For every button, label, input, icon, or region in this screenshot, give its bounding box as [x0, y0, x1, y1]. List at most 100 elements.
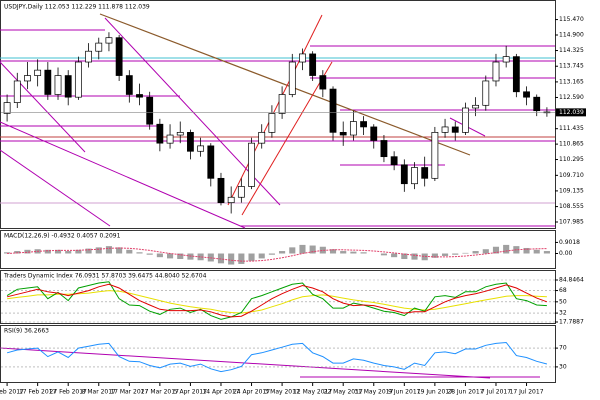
x-tick-label: 22 May 2017 — [324, 389, 363, 396]
macd-bar — [44, 249, 51, 254]
macd-bar — [492, 246, 500, 254]
macd-bar — [268, 253, 275, 255]
candle-body — [125, 75, 133, 95]
candle-body — [400, 164, 408, 185]
macd-bar — [442, 253, 449, 256]
macd-bar — [105, 246, 112, 254]
candle-body — [166, 134, 174, 144]
candle-body — [339, 131, 347, 136]
x-tick-label: 27 Mar 2017 — [141, 389, 179, 396]
candle-body — [451, 126, 459, 133]
price-tag — [556, 108, 586, 117]
signal-line — [7, 247, 547, 262]
y-tick-label: 107.985 — [559, 218, 584, 225]
indicator-line — [6, 283, 548, 318]
candle-body — [462, 107, 469, 133]
candle-body — [13, 80, 21, 103]
x-tick-label: 31 May 2017 — [354, 389, 393, 396]
candle-body — [95, 42, 103, 52]
macd-bar — [543, 251, 550, 254]
macd-bar — [54, 249, 62, 254]
rsi-panel — [0, 325, 556, 383]
trend-line — [0, 121, 246, 229]
main-panel — [0, 0, 556, 229]
macd-bar — [350, 251, 357, 254]
macd-bar — [340, 251, 347, 254]
drawings — [0, 13, 555, 379]
candle-body — [187, 131, 194, 152]
macd-bar — [24, 249, 31, 254]
channel-line — [241, 61, 333, 216]
candle-body — [258, 131, 266, 144]
macd-bar — [533, 249, 540, 254]
candle-body — [472, 104, 480, 109]
macd-bar — [289, 247, 296, 254]
candle-body — [156, 123, 164, 144]
macd-bar — [503, 244, 510, 254]
x-tick-label: 24 Apr 2017 — [233, 389, 270, 396]
x-tick-label: 3 May 2017 — [264, 389, 299, 396]
candle-body — [207, 145, 215, 179]
y-tick-label: 115.470 — [559, 16, 584, 23]
y-tick-label: 113.745 — [559, 63, 584, 70]
macd-bar — [329, 249, 337, 254]
macd-bar — [421, 253, 428, 261]
macd-bar — [462, 252, 469, 254]
indicator-line — [6, 281, 547, 320]
candle-body — [329, 88, 337, 133]
tdi-panel — [0, 270, 556, 324]
candle-body — [349, 121, 357, 136]
y-tick-label: 109.710 — [559, 172, 584, 179]
y-tick-label: 110.865 — [559, 141, 584, 148]
macd-bar — [75, 249, 82, 254]
x-tick-label: 14 Apr 2017 — [202, 389, 239, 396]
candle-body — [299, 53, 306, 63]
macd-bar — [299, 244, 306, 254]
candle-body — [44, 69, 52, 95]
candle-body — [512, 56, 520, 93]
candle-body — [237, 186, 245, 198]
y-tick-label: 50 — [559, 298, 567, 305]
trend-line — [0, 61, 86, 153]
macd-bar — [95, 247, 102, 254]
indicator-line — [7, 290, 547, 314]
macd-bar — [146, 253, 153, 255]
candle-body — [64, 75, 72, 98]
candle-body — [217, 177, 225, 204]
candle-body — [288, 61, 296, 95]
y-tick-label: 0.9018 — [559, 239, 580, 246]
candle-body — [74, 61, 82, 98]
macd-bar — [401, 253, 408, 260]
macd-bar — [472, 251, 479, 254]
y-tick-label: 109.135 — [559, 187, 584, 194]
x-tick-label: 8 Feb 2017 — [0, 389, 24, 396]
y-tick-label: 0.00 — [559, 250, 573, 257]
trend-line — [99, 13, 471, 156]
candle-body — [54, 75, 62, 95]
candle-body — [248, 142, 255, 187]
trend-line — [0, 149, 111, 227]
chart-title: USDJPY,Daily 112.053 112.229 111.878 112… — [4, 4, 150, 11]
candle-body — [34, 69, 42, 76]
x-tick-label: 9 Jun 2017 — [388, 389, 420, 396]
y-tick-label: 114.325 — [559, 47, 584, 54]
macd-bar — [482, 249, 489, 254]
macd-bar — [452, 253, 459, 255]
macd-bar — [197, 253, 204, 261]
x-tick-label: 27 Feb 2017 — [50, 389, 88, 396]
indicator-line — [6, 341, 548, 373]
y-tick-label: 114.900 — [559, 31, 584, 38]
y-tick-label: 70 — [559, 345, 567, 352]
candle-body — [380, 140, 388, 158]
channel-line — [227, 14, 323, 206]
x-tick-label: 8 Mar 2017 — [82, 389, 116, 396]
candle-body — [309, 53, 317, 76]
macd-bar — [411, 253, 418, 260]
x-tick-label: 28 Jun 2017 — [447, 389, 483, 396]
x-tick-label: 19 Jun 2017 — [417, 389, 453, 396]
y-tick-label: 110.295 — [559, 156, 584, 163]
x-tick-label: 7 Jul 2017 — [481, 389, 511, 396]
y-tick-label: 30 — [559, 363, 567, 370]
candle-body — [105, 37, 113, 44]
candle-body — [370, 126, 378, 141]
